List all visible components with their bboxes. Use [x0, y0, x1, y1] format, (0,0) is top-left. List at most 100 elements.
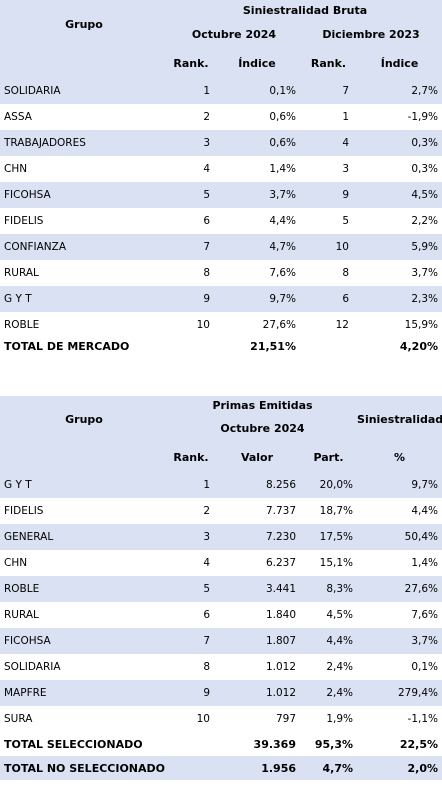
row-idx-b: 2,2% [357, 208, 442, 234]
row-part: 8,3% [300, 576, 358, 602]
row-sin: 9,7% [357, 472, 442, 498]
row-name: RURAL [0, 602, 168, 628]
row-idx-a: 4,4% [214, 208, 300, 234]
row-part: 15,1% [300, 550, 358, 576]
row-part: 1,9% [300, 706, 358, 732]
row-idx-b: 4,5% [357, 182, 442, 208]
row-name: ROBLE [0, 312, 168, 338]
header-rank-a: Rank. [168, 48, 214, 78]
total-no-seleccionado-sin: 2,0% [357, 756, 442, 780]
row-name: TRABAJADORES [0, 130, 168, 156]
table-row: MAPFRE 9 1.012 2,4% 279,4% [0, 680, 442, 706]
header-rank-2: Rank. [168, 442, 214, 472]
table-row: ROBLE 10 27,6% 12 15,9% [0, 312, 442, 338]
row-idx-a: 7,6% [214, 260, 300, 286]
header-part: Part. [300, 442, 358, 472]
row-sin: 1,4% [357, 550, 442, 576]
header-primas: Primas Emitidas [168, 396, 358, 414]
row-name: ROBLE [0, 576, 168, 602]
table-row: SOLIDARIA 8 1.012 2,4% 0,1% [0, 654, 442, 680]
table-row: G Y T 9 9,7% 6 2,3% [0, 286, 442, 312]
row-idx-b: 5,9% [357, 234, 442, 260]
row-valor: 1.012 [214, 680, 300, 706]
row-part: 4,5% [300, 602, 358, 628]
row-rank: 8 [168, 654, 214, 680]
row-rank: 9 [168, 680, 214, 706]
row-name: FIDELIS [0, 498, 168, 524]
row-valor: 3.441 [214, 576, 300, 602]
row-valor: 797 [214, 706, 300, 732]
row-idx-b: 0,3% [357, 156, 442, 182]
row-rank: 10 [168, 706, 214, 732]
row-rank-b: 1 [300, 104, 357, 130]
row-name: ASSA [0, 104, 168, 130]
header-group-2: Grupo [0, 396, 168, 442]
row-valor: 8.256 [214, 472, 300, 498]
row-name: G Y T [0, 472, 168, 498]
header-group: Grupo [0, 0, 168, 48]
row-rank-b: 6 [300, 286, 357, 312]
table-row: GENERAL 3 7.230 17,5% 50,4% [0, 524, 442, 550]
row-rank-a: 8 [168, 260, 214, 286]
row-idx-b: 2,7% [357, 78, 442, 104]
header-siniestralidad-2: Siniestralidad Bruta [357, 396, 442, 442]
table-row: FICOHSA 5 3,7% 9 4,5% [0, 182, 442, 208]
header-index-b: Índice [357, 48, 442, 78]
row-idx-b: 0,3% [357, 130, 442, 156]
row-name: CHN [0, 550, 168, 576]
row-rank: 3 [168, 524, 214, 550]
row-name: FICOHSA [0, 182, 168, 208]
row-sin: 27,6% [357, 576, 442, 602]
header-valor: Valor [214, 442, 300, 472]
header-index-a: Índice [214, 48, 300, 78]
header-period-a: Octubre 2024 [168, 20, 300, 48]
row-idx-a: 4,7% [214, 234, 300, 260]
row-name: CHN [0, 156, 168, 182]
table-row: FICOHSA 7 1.807 4,4% 3,7% [0, 628, 442, 654]
row-valor: 6.237 [214, 550, 300, 576]
row-name: SOLIDARIA [0, 654, 168, 680]
table-row: ROBLE 5 3.441 8,3% 27,6% [0, 576, 442, 602]
table-row: G Y T 1 8.256 20,0% 9,7% [0, 472, 442, 498]
row-rank-b: 5 [300, 208, 357, 234]
table-row: TRABAJADORES 3 0,6% 4 0,3% [0, 130, 442, 156]
row-name: CONFIANZA [0, 234, 168, 260]
row-rank-a: 5 [168, 182, 214, 208]
row-part: 4,4% [300, 628, 358, 654]
row-sin: 50,4% [357, 524, 442, 550]
row-part: 2,4% [300, 654, 358, 680]
header-period-b: Diciembre 2023 [300, 20, 442, 48]
row-name: FIDELIS [0, 208, 168, 234]
total-no-seleccionado-part: 4,7% [300, 756, 358, 780]
total-seleccionado-valor: 39.369 [214, 732, 300, 756]
total-no-seleccionado-valor: 1.956 [214, 756, 300, 780]
row-idx-b: 2,3% [357, 286, 442, 312]
row-rank: 1 [168, 472, 214, 498]
header-empty-2 [0, 442, 168, 472]
table-row: FIDELIS 6 4,4% 5 2,2% [0, 208, 442, 234]
row-idx-b: 15,9% [357, 312, 442, 338]
row-rank: 2 [168, 498, 214, 524]
header-siniestralidad: Siniestralidad Bruta [168, 0, 442, 20]
siniestralidad-table: Grupo Siniestralidad Bruta Octubre 2024 … [0, 0, 442, 338]
row-name: FICOHSA [0, 628, 168, 654]
row-idx-a: 9,7% [214, 286, 300, 312]
row-rank-a: 1 [168, 78, 214, 104]
row-sin: 4,4% [357, 498, 442, 524]
table-row: RURAL 6 1.840 4,5% 7,6% [0, 602, 442, 628]
total-mercado-idx-a: 21,51% [214, 334, 300, 358]
total-no-seleccionado-label: TOTAL NO SELECCIONADO [0, 756, 168, 780]
table-row: FIDELIS 2 7.737 18,7% 4,4% [0, 498, 442, 524]
row-idx-a: 0,6% [214, 130, 300, 156]
row-valor: 1.012 [214, 654, 300, 680]
row-sin: 0,1% [357, 654, 442, 680]
row-rank: 7 [168, 628, 214, 654]
row-rank-b: 12 [300, 312, 357, 338]
row-valor: 7.737 [214, 498, 300, 524]
row-name: SOLIDARIA [0, 78, 168, 104]
row-valor: 1.807 [214, 628, 300, 654]
row-name: G Y T [0, 286, 168, 312]
row-rank-a: 3 [168, 130, 214, 156]
row-rank: 4 [168, 550, 214, 576]
row-idx-a: 0,1% [214, 78, 300, 104]
